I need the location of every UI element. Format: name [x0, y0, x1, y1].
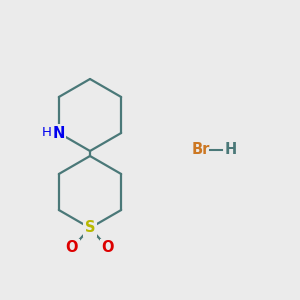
Text: H: H	[225, 142, 237, 158]
Text: Br: Br	[192, 142, 210, 158]
Text: O: O	[102, 241, 114, 256]
Text: O: O	[66, 241, 78, 256]
Text: N: N	[52, 125, 65, 140]
Text: H: H	[42, 127, 52, 140]
Text: S: S	[85, 220, 95, 236]
